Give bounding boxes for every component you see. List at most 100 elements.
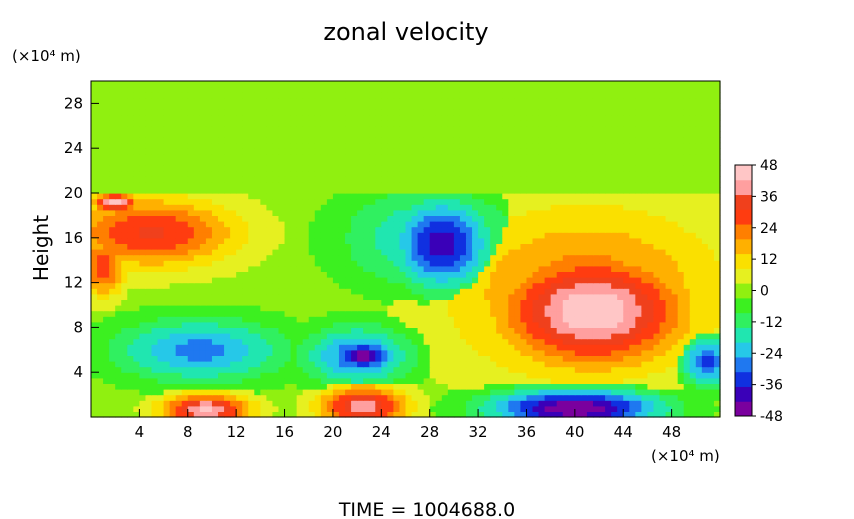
field-cell <box>533 176 540 182</box>
field-cell <box>218 187 225 193</box>
field-cell <box>206 339 213 345</box>
field-cell <box>666 378 673 384</box>
field-cell <box>502 372 509 378</box>
field-cell <box>230 395 237 401</box>
field-cell <box>406 283 413 289</box>
field-cell <box>200 159 207 165</box>
field-cell <box>278 395 285 401</box>
field-cell <box>369 406 376 412</box>
field-cell <box>466 182 473 188</box>
field-cell <box>660 260 667 266</box>
field-cell <box>369 266 376 272</box>
field-cell <box>557 171 564 177</box>
field-cell <box>629 154 636 160</box>
field-cell <box>508 294 515 300</box>
field-cell <box>496 215 503 221</box>
field-cell <box>508 333 515 339</box>
field-cell <box>127 221 134 227</box>
field-cell <box>629 294 636 300</box>
field-cell <box>357 165 364 171</box>
field-cell <box>375 395 382 401</box>
field-cell <box>684 339 691 345</box>
field-cell <box>454 299 461 305</box>
field-cell <box>127 154 134 160</box>
field-cell <box>278 232 285 238</box>
field-cell <box>533 260 540 266</box>
field-cell <box>526 339 533 345</box>
field-cell <box>97 283 104 289</box>
field-cell <box>666 299 673 305</box>
field-cell <box>526 333 533 339</box>
field-cell <box>490 260 497 266</box>
field-cell <box>115 395 122 401</box>
field-cell <box>91 383 98 389</box>
field-cell <box>182 159 189 165</box>
field-cell <box>164 283 171 289</box>
field-cell <box>514 176 521 182</box>
field-cell <box>581 204 588 210</box>
field-cell <box>460 327 467 333</box>
field-cell <box>478 238 485 244</box>
field-cell <box>158 333 165 339</box>
field-cell <box>170 406 177 412</box>
field-cell <box>248 182 255 188</box>
field-cell <box>690 215 697 221</box>
field-cell <box>484 159 491 165</box>
field-cell <box>448 204 455 210</box>
field-cell <box>176 193 183 199</box>
field-cell <box>496 327 503 333</box>
field-cell <box>496 316 503 322</box>
field-cell <box>309 383 316 389</box>
field-cell <box>466 294 473 300</box>
field-cell <box>351 344 358 350</box>
field-cell <box>496 227 503 233</box>
field-cell <box>666 277 673 283</box>
field-cell <box>412 389 419 395</box>
field-cell <box>127 311 134 317</box>
field-cell <box>647 271 654 277</box>
field-cell <box>551 255 558 261</box>
field-cell <box>478 383 485 389</box>
field-cell <box>194 333 201 339</box>
field-cell <box>285 215 292 221</box>
field-cell <box>653 400 660 406</box>
field-cell <box>393 210 400 216</box>
field-cell <box>393 372 400 378</box>
field-cell <box>539 221 546 227</box>
field-cell <box>291 406 298 412</box>
field-cell <box>484 367 491 373</box>
field-cell <box>151 344 158 350</box>
field-cell <box>254 355 261 361</box>
field-cell <box>363 305 370 311</box>
field-cell <box>672 378 679 384</box>
field-cell <box>599 288 606 294</box>
field-cell <box>436 232 443 238</box>
field-cell <box>218 372 225 378</box>
field-cell <box>478 159 485 165</box>
field-cell <box>508 372 515 378</box>
field-cell <box>454 171 461 177</box>
field-cell <box>158 367 165 373</box>
field-cell <box>460 171 467 177</box>
field-cell <box>145 171 152 177</box>
field-cell <box>406 249 413 255</box>
field-cell <box>545 311 552 317</box>
field-cell <box>363 367 370 373</box>
field-cell <box>502 238 509 244</box>
field-cell <box>212 243 219 249</box>
field-cell <box>297 344 304 350</box>
field-cell <box>690 238 697 244</box>
field-cell <box>557 266 564 272</box>
field-cell <box>357 344 364 350</box>
field-cell <box>327 204 334 210</box>
field-cell <box>399 238 406 244</box>
field-cell <box>442 305 449 311</box>
field-cell <box>545 322 552 328</box>
field-cell <box>545 389 552 395</box>
field-cell <box>448 311 455 317</box>
field-cell <box>206 294 213 300</box>
field-cell <box>236 383 243 389</box>
field-cell <box>309 182 316 188</box>
field-cell <box>248 221 255 227</box>
field-cell <box>194 322 201 328</box>
